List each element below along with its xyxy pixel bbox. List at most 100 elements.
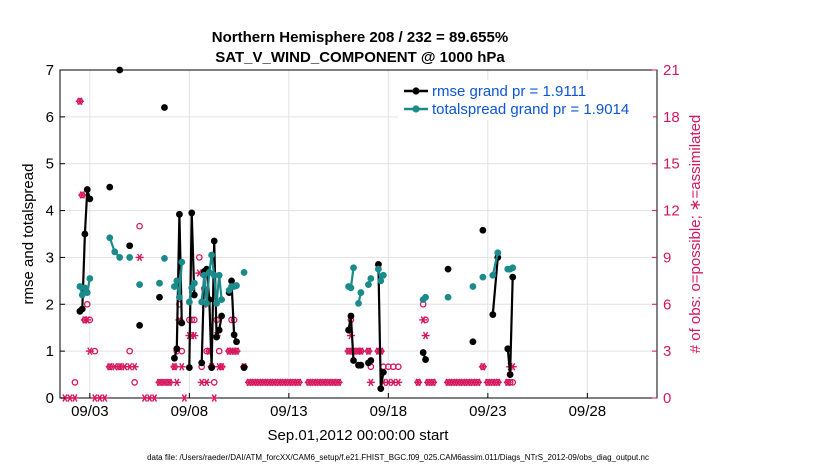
obs-assimilated-marker xyxy=(85,347,94,355)
obs-assimilated-marker xyxy=(135,253,144,262)
obs-assimilated-marker xyxy=(503,378,512,387)
y-tick-label-right: 6 xyxy=(663,296,671,313)
asterisk-stroke xyxy=(385,378,391,387)
y-tick-label-right: 3 xyxy=(663,343,671,360)
asterisk-stroke xyxy=(199,378,205,387)
asterisk-stroke xyxy=(296,378,302,387)
asterisk-stroke xyxy=(251,378,257,387)
totalspread-point xyxy=(469,283,477,290)
rmse-point xyxy=(208,364,216,371)
obs-possible-marker xyxy=(394,363,402,371)
totalspread-point xyxy=(357,289,365,296)
asterisk-stroke xyxy=(204,378,210,387)
asterisk-stroke xyxy=(174,378,180,387)
legend-spread-marker xyxy=(412,105,420,113)
rmse-point xyxy=(504,345,512,353)
asterisk-stroke xyxy=(79,191,85,199)
rmse-point xyxy=(178,319,186,327)
rmse-point xyxy=(422,356,429,363)
obs-assimilated-marker xyxy=(419,316,428,324)
obs-assimilated-marker xyxy=(180,394,189,402)
y-tick-label-right: 15 xyxy=(663,156,680,173)
rmse-point xyxy=(86,195,94,203)
totalspread-point xyxy=(215,271,223,279)
asterisk-stroke xyxy=(450,378,456,387)
asterisk-stroke xyxy=(425,378,431,387)
asterisk-stroke xyxy=(390,378,396,387)
totalspread-point xyxy=(444,293,452,301)
asterisk-stroke xyxy=(345,347,352,355)
x-tick-label: 09/03 xyxy=(71,403,109,420)
totalspread-point xyxy=(210,271,218,279)
asterisk-stroke xyxy=(505,378,511,387)
obs-assimilated-marker xyxy=(294,378,303,387)
rmse-point xyxy=(509,273,517,281)
rmse-point xyxy=(136,321,144,329)
rmse-point xyxy=(173,345,181,353)
asterisk-stroke xyxy=(266,378,272,387)
totalspread-line-segment xyxy=(491,252,499,276)
totalspread-point xyxy=(233,282,240,289)
asterisk-stroke xyxy=(510,362,516,371)
rmse-point xyxy=(506,371,514,378)
chart-subtitle: SAT_V_WIND_COMPONENT @ 1000 hPa xyxy=(215,49,505,66)
asterisk-stroke xyxy=(256,378,262,387)
totalspread-point xyxy=(200,271,208,279)
asterisk-stroke xyxy=(112,362,118,371)
rmse-point xyxy=(233,338,240,346)
obs-assimilated-marker xyxy=(130,362,139,371)
asterisk-stroke xyxy=(211,394,217,402)
asterisk-stroke xyxy=(136,253,143,262)
rmse-point xyxy=(345,326,352,334)
obs-assimilated-marker xyxy=(170,362,179,371)
asterisk-stroke xyxy=(218,362,225,371)
y-tick-label-right: 21 xyxy=(663,62,680,79)
totalspread-point xyxy=(347,284,355,292)
obs-assimilated-marker xyxy=(429,378,438,387)
rmse-point xyxy=(218,312,225,320)
obs-assimilated-marker xyxy=(232,347,241,355)
rmse-point xyxy=(357,361,365,369)
obs-possible-marker xyxy=(190,316,198,324)
obs-assimilated-marker xyxy=(364,347,373,355)
obs-assimilated-marker xyxy=(202,378,211,387)
obs-assimilated-marker xyxy=(150,394,159,402)
asterisk-stroke xyxy=(141,394,148,402)
totalspread-point xyxy=(367,275,375,282)
rmse-point xyxy=(377,385,385,393)
asterisk-stroke xyxy=(311,378,317,387)
asterisk-stroke xyxy=(181,394,187,402)
asterisk-stroke xyxy=(179,362,185,371)
asterisk-stroke xyxy=(166,378,173,387)
totalspread-point xyxy=(83,289,91,296)
obs-assimilated-marker xyxy=(165,378,174,387)
totalspread-point xyxy=(116,254,124,261)
rmse-point xyxy=(479,226,487,234)
rmse-point xyxy=(185,364,193,371)
obs-assimilated-marker xyxy=(75,97,84,106)
totalspread-point xyxy=(205,269,213,276)
obs-possible-marker xyxy=(83,300,91,308)
asterisk-stroke xyxy=(490,378,496,387)
rmse-point xyxy=(156,293,163,301)
asterisk-stroke xyxy=(132,362,138,371)
asterisk-stroke xyxy=(72,394,78,402)
x-tick-label: 09/08 xyxy=(171,403,209,420)
obs-assimilated-marker xyxy=(478,362,487,371)
totalspread-point xyxy=(489,271,497,279)
rmse-point xyxy=(210,237,218,245)
asterisk-stroke xyxy=(455,378,461,387)
totalspread-point xyxy=(86,275,94,282)
asterisk-stroke xyxy=(326,378,332,387)
asterisk-stroke xyxy=(161,378,168,387)
rmse-point xyxy=(379,368,387,376)
totalspread-point xyxy=(240,269,248,276)
y-tick-label: 6 xyxy=(46,109,54,126)
totalspread-point xyxy=(375,265,382,273)
asterisk-stroke xyxy=(358,347,364,355)
totalspread-point xyxy=(173,277,181,285)
asterisk-stroke xyxy=(335,378,342,387)
asterisk-stroke xyxy=(97,394,103,402)
